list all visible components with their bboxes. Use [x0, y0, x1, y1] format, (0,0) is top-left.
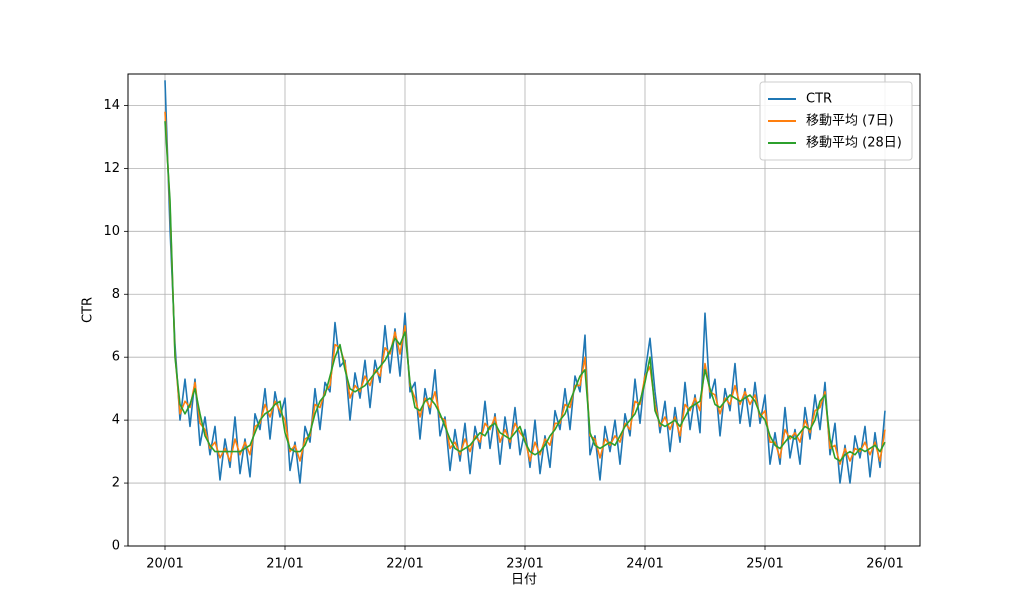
x-tick-label: 23/01	[506, 557, 543, 572]
x-tick-label: 20/01	[146, 557, 183, 572]
y-tick-label: 6	[112, 350, 120, 365]
plot-frame	[127, 73, 921, 547]
x-tick-label: 26/01	[866, 557, 903, 572]
series-line	[164, 111, 886, 465]
series-line	[164, 121, 886, 462]
y-axis-label: CTR	[81, 297, 96, 323]
y-tick-label: 8	[112, 287, 120, 302]
y-tick-label: 12	[103, 161, 120, 176]
y-tick-label: 0	[112, 539, 120, 554]
plot-lines	[164, 80, 886, 484]
legend: CTR 移動平均 (7日) 移動平均 (28日)	[759, 81, 913, 161]
series-line	[164, 80, 886, 484]
legend-label: 移動平均 (7日)	[806, 114, 894, 129]
legend-box	[759, 81, 913, 161]
x-tick-label: 24/01	[626, 557, 663, 572]
axes: 0 2 4 6 8 10 12 14 20/01 21/01 22/01 23/01 24/01 25/0…	[103, 98, 903, 572]
y-tick-label: 4	[112, 413, 120, 428]
y-tick-label: 2	[112, 476, 120, 491]
y-tick-label: 10	[103, 224, 120, 239]
x-tick-label: 22/01	[386, 557, 423, 572]
x-tick-label: 25/01	[746, 557, 783, 572]
x-tick-label: 21/01	[266, 557, 303, 572]
x-axis-label: 日付	[511, 573, 537, 588]
legend-label: CTR	[806, 92, 832, 107]
y-tick-label: 14	[103, 98, 120, 113]
legend-label: 移動平均 (28日)	[806, 136, 902, 151]
